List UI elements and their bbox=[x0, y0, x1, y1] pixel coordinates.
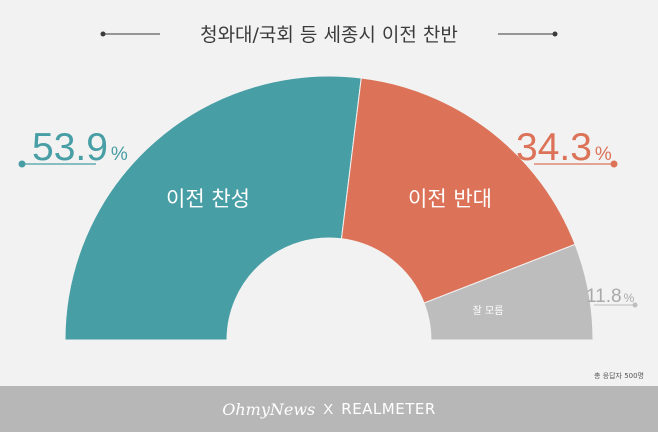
footer-brand: OhmyNews X REALMETER bbox=[0, 386, 658, 432]
slice-label-favor: 이전 찬성 bbox=[166, 187, 250, 211]
brand-ohmynews: OhmyNews bbox=[222, 399, 316, 419]
value-label-oppose: 34.3% bbox=[516, 126, 612, 169]
slice-oppose bbox=[340, 77, 576, 304]
slice-favor bbox=[64, 75, 362, 341]
respondent-note: 총 응답자 500명 bbox=[593, 372, 644, 380]
slice-unknown bbox=[423, 243, 594, 341]
slices bbox=[64, 75, 594, 341]
slice-label-oppose: 이전 반대 bbox=[408, 187, 492, 211]
leader-dot-unknown bbox=[632, 302, 638, 308]
value-label-favor: 53.9% bbox=[32, 126, 128, 169]
title-dot-left bbox=[100, 31, 106, 37]
value-label-unknown: 11.8% bbox=[586, 286, 635, 307]
chart-title: 청와대/국회 등 세종시 이전 찬반 bbox=[200, 24, 458, 46]
title-dot-right bbox=[552, 31, 558, 37]
leader-dot-favor bbox=[18, 160, 26, 168]
slice-label-unknown: 잘 모름 bbox=[473, 305, 504, 317]
brand-realmeter: REALMETER bbox=[341, 400, 436, 418]
brand-separator: X bbox=[323, 400, 334, 418]
footer-bar: OhmyNews X REALMETER bbox=[0, 386, 658, 432]
leader-dot-oppose bbox=[610, 160, 618, 168]
